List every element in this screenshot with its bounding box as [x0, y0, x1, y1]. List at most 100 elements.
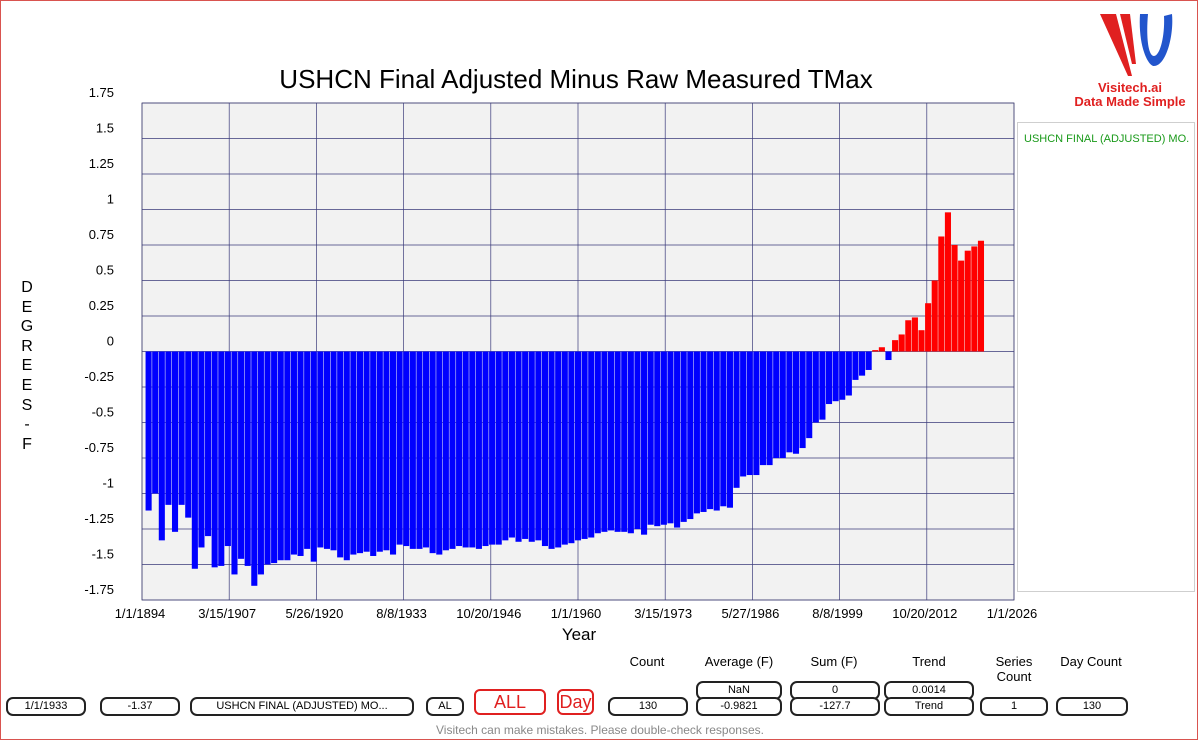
x-tick-label: 8/8/1933 — [376, 606, 427, 621]
bar — [865, 351, 872, 370]
bar — [588, 351, 595, 538]
bar — [892, 340, 899, 352]
x-tick-label: 1/1/1960 — [551, 606, 602, 621]
bar — [568, 351, 575, 544]
y-tick-label: -1 — [102, 476, 114, 491]
bar — [707, 351, 714, 510]
bar — [555, 351, 562, 548]
y-tick-label: 1 — [107, 192, 114, 207]
bar — [522, 351, 529, 539]
bar — [277, 351, 284, 561]
bar — [561, 351, 568, 545]
bar — [799, 351, 806, 449]
bar — [528, 351, 535, 542]
date-field[interactable]: 1/1/1933 — [6, 697, 86, 716]
bar — [317, 351, 324, 548]
bar — [885, 351, 892, 361]
x-tick-label: 1/1/2026 — [987, 606, 1038, 621]
bar — [264, 351, 271, 565]
bar — [918, 330, 925, 352]
bar — [495, 351, 502, 545]
bar — [224, 351, 231, 547]
bar — [251, 351, 258, 586]
series-select[interactable]: USHCN FINAL (ADJUSTED) MO... — [190, 697, 414, 716]
bar — [508, 351, 515, 538]
disclaimer-footer: Visitech can make mistakes. Please doubl… — [436, 723, 764, 737]
sum-field: -127.7 — [790, 697, 880, 716]
bar — [376, 351, 383, 552]
bar — [370, 351, 377, 556]
bar — [165, 351, 172, 505]
legend: USHCN FINAL (ADJUSTED) MO. — [1017, 122, 1195, 592]
bar — [779, 351, 786, 458]
day-count-header: Day Count — [1060, 654, 1122, 669]
logo-v-left — [1100, 14, 1132, 76]
x-tick-label: 10/20/2012 — [892, 606, 957, 621]
logo-tagline: Data Made Simple — [1074, 94, 1186, 109]
x-tick-label: 10/20/1946 — [456, 606, 521, 621]
bar — [951, 245, 958, 352]
x-tick-label: 8/8/1999 — [812, 606, 863, 621]
bar — [290, 351, 297, 555]
bar — [812, 351, 819, 423]
bar — [389, 351, 397, 555]
bar — [257, 351, 264, 575]
bar — [469, 351, 476, 548]
bar — [191, 351, 198, 569]
day-count-field: 130 — [1056, 697, 1128, 716]
value-field[interactable]: -1.37 — [100, 697, 180, 716]
y-tick-label: 1.25 — [89, 156, 114, 171]
legend-item[interactable]: USHCN FINAL (ADJUSTED) MO. — [1024, 133, 1190, 145]
bar — [185, 351, 192, 518]
bar — [839, 351, 846, 400]
bar — [931, 280, 938, 352]
bar — [700, 351, 707, 512]
bar — [634, 351, 641, 529]
y-tick-label: 0.75 — [89, 227, 114, 242]
bar — [482, 351, 489, 547]
bar — [574, 351, 582, 541]
bar — [878, 347, 885, 352]
bar — [845, 351, 852, 396]
y-axis-label: D E G R E E S - F — [20, 279, 34, 453]
bar — [416, 351, 423, 549]
bar — [152, 351, 159, 494]
state-select[interactable]: AL — [426, 697, 464, 716]
bar — [515, 351, 522, 542]
chart-title: USHCN Final Adjusted Minus Raw Measured … — [279, 64, 873, 94]
bar — [687, 351, 694, 520]
trend-button[interactable]: Trend — [884, 697, 974, 716]
x-tick-label: 3/15/1907 — [198, 606, 256, 621]
bar — [535, 351, 542, 541]
bar — [423, 351, 430, 548]
all-button[interactable]: ALL — [474, 689, 546, 715]
bar — [601, 351, 608, 532]
series-count-field: 1 — [980, 697, 1048, 716]
bar — [925, 303, 932, 352]
bar — [396, 351, 403, 545]
bar — [964, 250, 971, 352]
x-tick-label: 1/1/1894 — [115, 606, 166, 621]
bar — [429, 351, 436, 554]
bar — [773, 351, 780, 458]
bar — [449, 351, 456, 549]
bar — [502, 351, 509, 541]
y-tick-label: 0.25 — [89, 298, 114, 313]
bar — [971, 246, 978, 352]
day-button[interactable]: Day — [557, 689, 594, 715]
bar — [792, 351, 800, 454]
bar — [271, 351, 278, 564]
bar — [211, 351, 218, 568]
bar — [786, 351, 793, 453]
bar — [693, 351, 700, 514]
bar — [356, 351, 364, 554]
bar — [806, 351, 813, 439]
series-count-header: Series Count — [995, 654, 1033, 684]
bar — [819, 351, 826, 420]
bar — [832, 351, 839, 402]
bar — [409, 351, 416, 549]
bar — [310, 351, 317, 562]
bar — [825, 351, 833, 405]
bar — [244, 351, 251, 566]
bar — [383, 351, 390, 551]
